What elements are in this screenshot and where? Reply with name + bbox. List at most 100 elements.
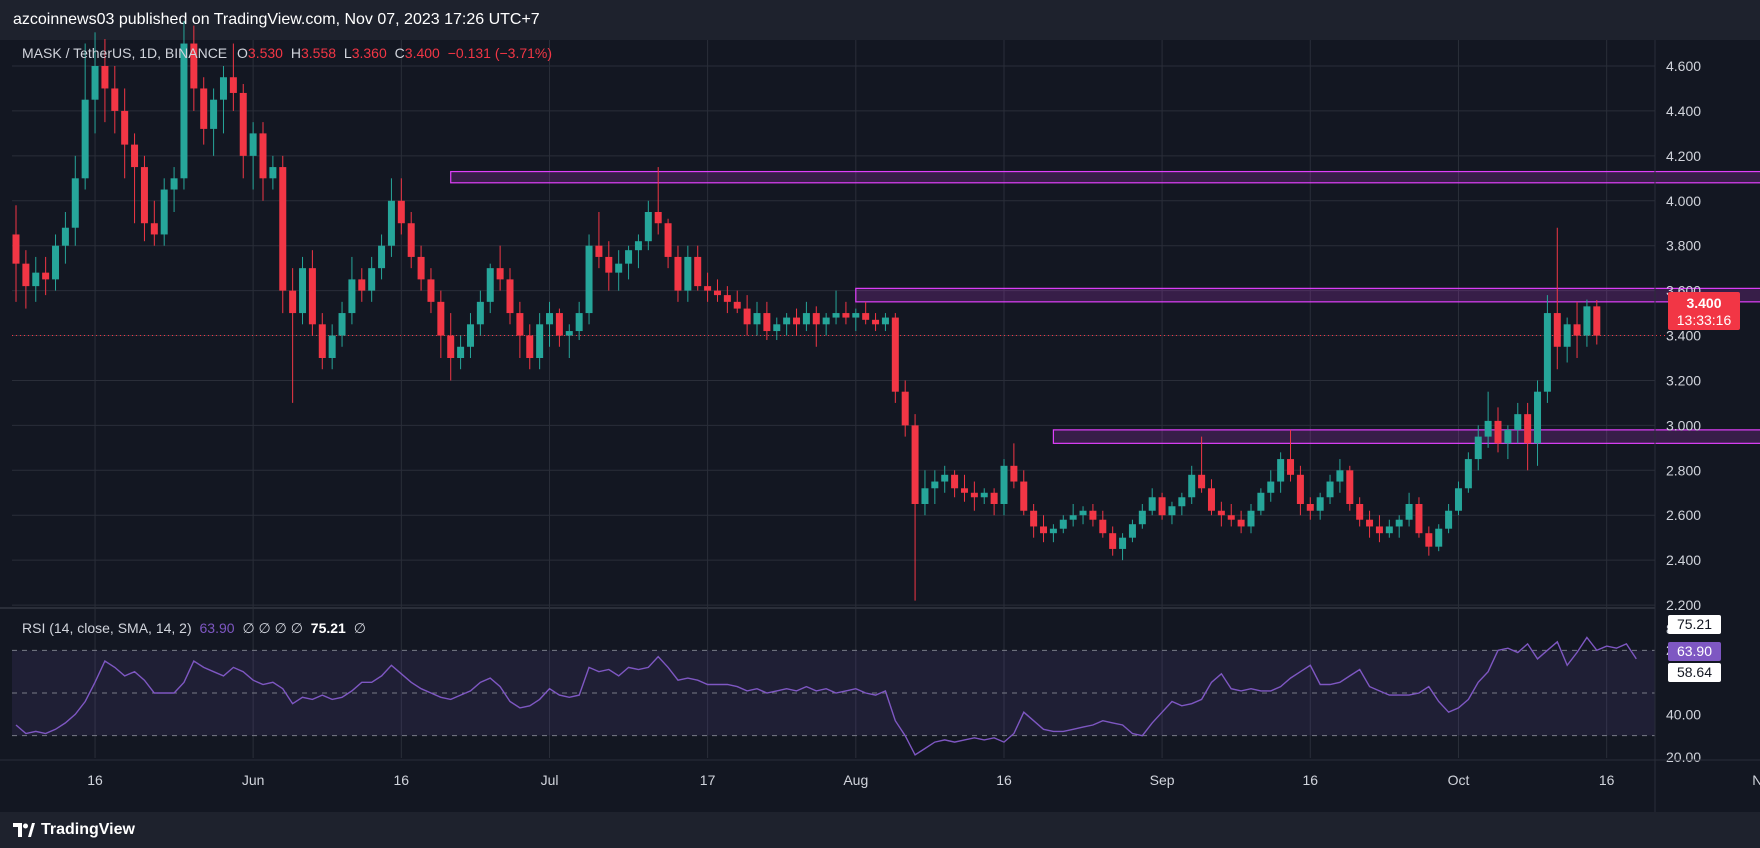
- candle-body: [200, 88, 208, 129]
- candle-body: [872, 319, 880, 325]
- resistance-zone: [450, 170, 1760, 184]
- candle-body: [575, 313, 583, 332]
- candle-body: [753, 313, 761, 325]
- tradingview-brand-text: TradingView: [41, 821, 135, 838]
- candle-body: [980, 492, 988, 498]
- candle-body: [802, 313, 810, 325]
- candle-body: [358, 279, 366, 291]
- change-value: −0.131 (−3.71%): [447, 45, 553, 61]
- rsi-pane[interactable]: [12, 636, 1655, 756]
- bar-countdown: 13:33:16: [1676, 312, 1732, 328]
- candle-body: [269, 167, 277, 179]
- price-tick-label: 3.800: [1666, 238, 1701, 254]
- price-tick-label: 3.000: [1666, 417, 1701, 433]
- time-tick-label: 16: [394, 772, 410, 788]
- low-label: L: [343, 45, 352, 61]
- candle-body: [140, 167, 148, 224]
- open-value: 3.530: [247, 45, 283, 61]
- price-tick-label: 3.400: [1666, 328, 1701, 344]
- rsi-tick-label: 20.00: [1666, 749, 1701, 765]
- candle-body: [81, 99, 89, 179]
- candle-body: [1188, 474, 1196, 498]
- candles[interactable]: [12, 21, 1665, 601]
- candle-body: [634, 241, 642, 251]
- candle-body: [1415, 504, 1423, 534]
- candle-body: [160, 189, 168, 235]
- candle-body: [121, 110, 129, 145]
- resistance-zone: [855, 287, 1760, 303]
- time-tick-label: 16: [1599, 772, 1615, 788]
- time-tick-label: Oct: [1448, 772, 1470, 788]
- candle-body: [1040, 526, 1048, 534]
- candle-body: [466, 324, 474, 347]
- time-tick-label: 16: [996, 772, 1012, 788]
- candle-body: [605, 256, 613, 273]
- candle-body: [150, 223, 158, 235]
- candle-body: [1079, 510, 1087, 516]
- candle-body: [289, 290, 297, 314]
- candle-body: [190, 43, 198, 89]
- candle-body: [486, 268, 494, 302]
- candle-body: [1158, 497, 1166, 516]
- candle-body: [457, 346, 465, 358]
- chart-background: [0, 40, 1760, 812]
- candle-body: [1524, 414, 1532, 444]
- candle-body: [397, 200, 405, 224]
- candle-body: [713, 290, 721, 296]
- rsi-legend-last-empty: ∅: [353, 620, 366, 636]
- candle-body: [1543, 313, 1551, 392]
- candle-body: [1336, 470, 1344, 482]
- candle-body: [1504, 429, 1512, 444]
- chart-svg[interactable]: 2.0002.2002.4002.6002.8003.0003.2003.400…: [0, 0, 1760, 812]
- candle-body: [822, 317, 830, 325]
- close-value: 3.400: [404, 45, 440, 61]
- candle-body: [951, 474, 959, 489]
- candle-body: [832, 313, 840, 318]
- candle-body: [1316, 497, 1324, 511]
- candle-body: [704, 286, 712, 291]
- candle-body: [318, 324, 326, 358]
- candle-body: [1247, 510, 1255, 527]
- candle-body: [1138, 510, 1146, 525]
- candle-body: [1089, 510, 1097, 520]
- candle-body: [891, 317, 899, 392]
- candle-body: [308, 268, 316, 325]
- candle-body: [921, 488, 929, 504]
- high-value: 3.558: [300, 45, 337, 61]
- top-bar: azcoinnews03 published on TradingView.co…: [0, 0, 1760, 40]
- rsi-legend-value: 63.90: [199, 620, 235, 636]
- publisher-text[interactable]: azcoinnews03 published on TradingView.co…: [13, 11, 540, 28]
- candle-body: [664, 223, 672, 257]
- candle-body: [1583, 306, 1591, 336]
- close-label: C: [394, 45, 405, 61]
- candle-body: [674, 256, 682, 291]
- symbol-label[interactable]: MASK / TetherUS, 1D, BINANCE: [22, 45, 228, 61]
- candle-body: [1237, 519, 1245, 527]
- resistance-zone: [1052, 429, 1760, 444]
- candle-body: [763, 313, 771, 332]
- candle-body: [595, 245, 603, 257]
- candle-body: [378, 245, 386, 269]
- candle-body: [101, 66, 109, 89]
- candle-body: [941, 474, 949, 482]
- price-tick-label: 4.400: [1666, 103, 1701, 119]
- open-label: O: [237, 45, 248, 61]
- candle-body: [526, 335, 534, 358]
- candle-body: [42, 272, 50, 280]
- candle-body: [22, 263, 30, 287]
- tradingview-logo[interactable]: TradingView: [13, 821, 135, 839]
- candle-body: [585, 245, 593, 314]
- candle-body: [1020, 481, 1028, 511]
- candle-body: [1099, 519, 1107, 534]
- candle-body: [783, 317, 791, 325]
- candle-body: [506, 279, 514, 314]
- price-tick-label: 2.800: [1666, 462, 1701, 478]
- candle-body: [862, 313, 870, 320]
- candle-body: [1425, 533, 1433, 547]
- rsi-label[interactable]: RSI (14, close, SMA, 14, 2): [22, 620, 192, 636]
- candle-body: [1326, 481, 1334, 498]
- candle-body: [170, 178, 178, 190]
- candle-body: [1563, 324, 1571, 347]
- rsi-legend: RSI (14, close, SMA, 14, 2) 63.90 ∅ ∅ ∅ …: [22, 620, 366, 637]
